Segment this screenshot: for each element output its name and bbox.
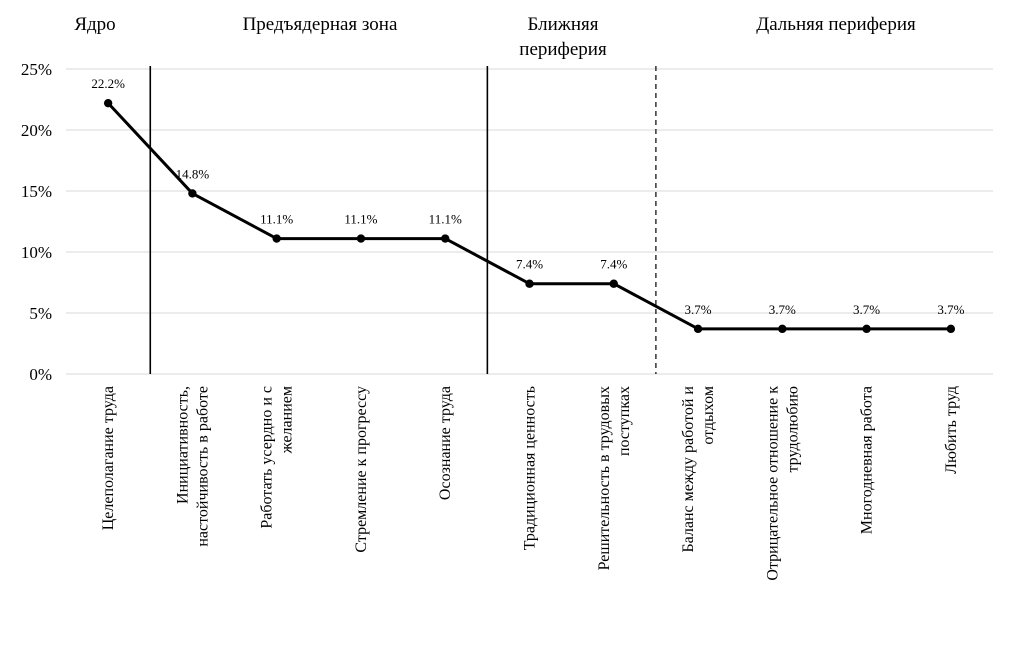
category-label-line: Традиционная ценность <box>522 386 539 550</box>
category-label-line: отдыхом <box>700 386 717 445</box>
data-label: 14.8% <box>176 166 210 181</box>
zone-label-line: Дальняя периферия <box>756 14 916 35</box>
divider-layer <box>149 66 657 374</box>
data-point <box>946 324 956 334</box>
data-label: 11.1% <box>344 212 377 227</box>
category-label-line: настойчивость в работе <box>194 386 211 547</box>
category-label-line: Отрицательное отношение к <box>764 386 781 581</box>
data-label-layer: 22.2% 14.8% 11.1% 11.1% 11.1% 7.4% 7.4% 3.7% 3.7… <box>91 76 964 317</box>
zone-label: Предъядерная зона <box>243 14 398 35</box>
data-point <box>693 324 703 334</box>
data-label: 3.7% <box>684 302 711 317</box>
zone-label-line: Ядро <box>74 14 115 35</box>
series-layer <box>103 98 956 334</box>
category-label-line: Осознание труда <box>437 386 454 500</box>
category-label: Традиционная ценность <box>522 386 539 550</box>
series-line <box>107 102 951 331</box>
data-label: 3.7% <box>853 302 880 317</box>
category-label: Стремление к прогрессу <box>353 386 370 553</box>
data-point <box>103 98 113 108</box>
category-label-line: Стремление к прогрессу <box>353 386 370 553</box>
data-label: 3.7% <box>937 302 964 317</box>
category-label: Осознание труда <box>437 386 454 500</box>
data-point <box>272 234 281 243</box>
category-label-line: Целеполагание труда <box>100 386 117 530</box>
data-point <box>862 324 871 334</box>
zone-label: Ближняя периферия <box>519 14 607 60</box>
data-label: 11.1% <box>429 212 462 227</box>
data-label: 3.7% <box>769 302 796 317</box>
category-label-line: поступках <box>616 386 633 456</box>
category-label: Многодневная работа <box>859 386 876 534</box>
y-tick-label: 10% <box>21 243 52 262</box>
data-label: 11.1% <box>260 212 293 227</box>
category-label: Работать усердно и с желанием <box>259 386 296 529</box>
data-label: 7.4% <box>516 257 543 272</box>
grid-layer <box>66 68 993 375</box>
zone-label-line: Предъядерная зона <box>243 14 398 35</box>
category-label: Решительность в трудовых поступках <box>596 386 633 570</box>
y-axis-tick-layer: 0% 5% 10% 15% 20% 25% <box>21 60 52 384</box>
category-label-line: Многодневная работа <box>859 386 876 534</box>
category-label-line: Работать усердно и с <box>259 386 276 529</box>
category-label: Инициативность, настойчивость в работе <box>174 386 211 547</box>
category-label: Любить труд <box>943 386 960 474</box>
data-point <box>609 279 618 288</box>
category-label: Целеполагание труда <box>100 386 117 530</box>
y-tick-label: 5% <box>29 304 52 323</box>
data-point <box>778 324 787 334</box>
y-tick-label: 15% <box>21 182 52 201</box>
category-label-layer: Целеполагание труда Инициативность, настой… <box>100 386 960 581</box>
zone-label: Ядро <box>74 14 115 35</box>
y-tick-label: 20% <box>21 121 52 140</box>
zone-label-line: периферия <box>519 39 607 60</box>
data-point <box>441 234 450 243</box>
zone-label-layer: Ядро Предъядерная зона Ближняя периферия Дал… <box>74 14 916 60</box>
category-label-line: трудолюбию <box>784 386 801 473</box>
data-label: 7.4% <box>600 257 627 272</box>
data-point <box>356 234 366 243</box>
y-tick-label: 0% <box>29 365 52 384</box>
category-label: Отрицательное отношение к трудолюбию <box>764 386 801 581</box>
y-tick-label: 25% <box>21 60 52 79</box>
category-label-line: Баланс между работой и <box>680 386 697 553</box>
zone-label: Дальняя периферия <box>756 14 916 35</box>
data-point <box>525 279 534 288</box>
category-label-line: Инициативность, <box>174 386 191 504</box>
category-label-line: Любить труд <box>943 386 960 474</box>
data-label: 22.2% <box>91 76 125 91</box>
category-label: Баланс между работой и отдыхом <box>680 386 717 553</box>
zone-label-line: Ближняя <box>527 14 598 35</box>
category-label-line: желанием <box>279 386 296 454</box>
category-label-line: Решительность в трудовых <box>596 386 613 570</box>
data-point <box>188 189 197 198</box>
